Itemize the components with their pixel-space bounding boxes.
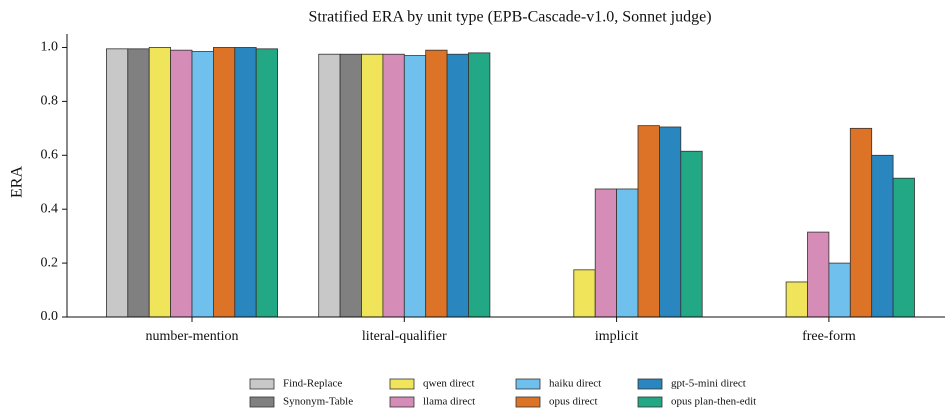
bar xyxy=(468,52,491,318)
bar xyxy=(191,51,214,318)
bar xyxy=(680,150,703,318)
y-tick-label: 0.8 xyxy=(41,94,59,109)
chart-title: Stratified ERA by unit type (EPB-Cascade… xyxy=(308,9,711,26)
legend-label: Synonym-Table xyxy=(283,396,353,408)
legend-swatch xyxy=(249,378,275,390)
y-tick-label: 0.6 xyxy=(41,148,59,163)
legend-label: gpt-5-mini direct xyxy=(671,378,746,390)
legend-label: Find-Replace xyxy=(283,378,342,390)
bar xyxy=(892,177,915,318)
y-tick-label: 0.4 xyxy=(41,201,59,216)
legend-swatch xyxy=(637,396,663,408)
y-tick-label: 1.0 xyxy=(41,40,59,55)
y-tick-label: 0.2 xyxy=(41,255,59,270)
bar xyxy=(446,53,469,318)
legend: Find-Replace Synonym-Table qwen direct llam… xyxy=(249,378,756,408)
bar xyxy=(318,53,341,318)
bar xyxy=(425,49,448,318)
bar xyxy=(255,48,279,318)
legend-swatch xyxy=(637,378,663,390)
legend-label: opus plan-then-edit xyxy=(671,396,756,408)
legend-swatch xyxy=(515,378,541,390)
bar xyxy=(849,127,873,318)
x-tick-label: number-mention xyxy=(145,329,238,344)
bar xyxy=(382,53,405,318)
bar xyxy=(871,154,894,318)
bar xyxy=(170,49,193,318)
bar xyxy=(828,262,851,318)
y-tick-label: 0.0 xyxy=(41,309,59,324)
x-tick-label: literal-qualifier xyxy=(362,329,447,344)
bar xyxy=(234,47,257,318)
bar xyxy=(127,48,150,318)
bar xyxy=(403,55,427,318)
bar xyxy=(212,47,236,318)
x-tick-label: free-form xyxy=(802,329,856,344)
legend-label: qwen direct xyxy=(423,378,475,390)
legend-swatch xyxy=(515,396,541,408)
bar xyxy=(659,126,682,318)
bar xyxy=(361,53,384,318)
y-axis-label: ERA xyxy=(9,166,26,198)
bar xyxy=(573,269,596,318)
bar xyxy=(637,125,660,318)
bar xyxy=(148,47,171,318)
legend-label: haiku direct xyxy=(549,378,601,390)
legend-swatch xyxy=(389,396,415,408)
bar xyxy=(106,48,129,318)
bar xyxy=(785,281,808,318)
bar xyxy=(594,188,618,318)
bar xyxy=(616,188,639,318)
bar xyxy=(339,53,362,318)
legend-label: llama direct xyxy=(423,396,475,408)
x-tick-label: implicit xyxy=(595,329,639,344)
legend-swatch xyxy=(389,378,415,390)
bar xyxy=(807,231,830,318)
legend-label: opus direct xyxy=(549,396,598,408)
legend-swatch xyxy=(249,396,275,408)
